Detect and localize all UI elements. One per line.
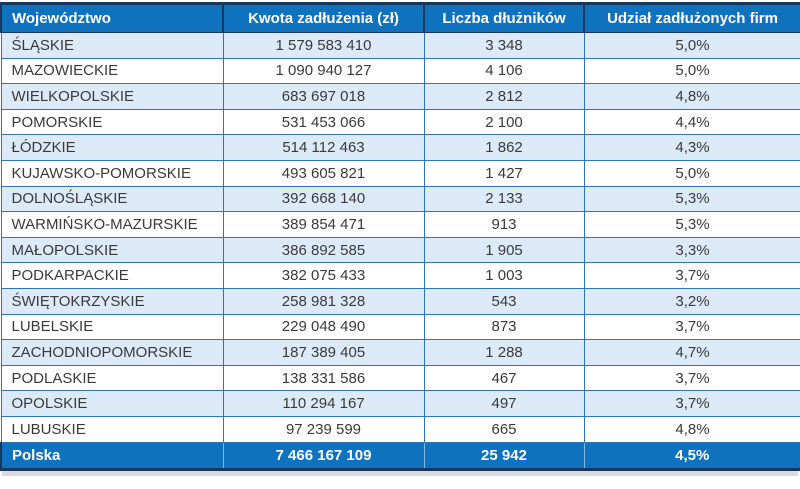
voivodeship-name: PODKARPACKIE	[0, 262, 224, 289]
share-percent: 4,8%	[583, 83, 800, 110]
table-row: PODKARPACKIE 382 075 433 1 003 3,7%	[0, 262, 800, 289]
debtor-count: 543	[423, 287, 585, 315]
footer-row: Polska 7 466 167 109 25 942 4,5%	[0, 441, 800, 471]
share-percent: 4,4%	[583, 108, 800, 136]
debtor-count: 1 427	[423, 159, 585, 187]
table-row: POMORSKIE 531 453 066 2 100 4,4%	[0, 108, 800, 136]
debtor-count: 2 100	[423, 108, 585, 136]
debt-amount: 382 075 433	[222, 262, 425, 289]
voivodeship-name: KUJAWSKO-POMORSKIE	[0, 159, 224, 187]
table-row: ŁÓDZKIE 514 112 463 1 862 4,3%	[0, 134, 800, 161]
column-header-debt-amount: Kwota zadłużenia (zł)	[222, 3, 425, 33]
header-row: Województwo Kwota zadłużenia (zł) Liczba d…	[0, 3, 800, 33]
column-header-share-percent: Udział zadłużonych firm	[583, 3, 800, 33]
table-row: MAZOWIECKIE 1 090 940 127 4 106 5,0%	[0, 57, 800, 85]
table-footer: Polska 7 466 167 109 25 942 4,5%	[0, 441, 800, 471]
debtor-count: 873	[423, 313, 585, 341]
debtor-count: 1 905	[423, 236, 585, 264]
share-percent: 3,2%	[583, 287, 800, 315]
table-row: ŚWIĘTOKRZYSKIE 258 981 328 543 3,2%	[0, 287, 800, 315]
debt-amount: 514 112 463	[222, 134, 425, 161]
debt-by-voivodeship-table: Województwo Kwota zadłużenia (zł) Liczba d…	[0, 2, 800, 471]
voivodeship-name: WIELKOPOLSKIE	[0, 83, 224, 110]
voivodeship-name: ZACHODNIOPOMORSKIE	[0, 339, 224, 366]
debtor-count: 2 133	[423, 185, 585, 213]
table-row: LUBELSKIE 229 048 490 873 3,7%	[0, 313, 800, 341]
debtor-count: 1 003	[423, 262, 585, 289]
debt-amount: 386 892 585	[222, 236, 425, 264]
share-percent: 3,3%	[583, 236, 800, 264]
share-percent: 5,0%	[583, 32, 800, 59]
table-row: DOLNOŚLĄSKIE 392 668 140 2 133 5,3%	[0, 185, 800, 213]
share-percent: 5,3%	[583, 211, 800, 238]
table-row: OPOLSKIE 110 294 167 497 3,7%	[0, 390, 800, 417]
voivodeship-name: MAŁOPOLSKIE	[0, 236, 224, 264]
debt-amount: 138 331 586	[222, 364, 425, 392]
table-row: ZACHODNIOPOMORSKIE 187 389 405 1 288 4,7%	[0, 339, 800, 366]
column-header-debtor-count: Liczba dłużników	[423, 3, 585, 33]
voivodeship-name: LUBELSKIE	[0, 313, 224, 341]
table-row: ŚLĄSKIE 1 579 583 410 3 348 5,0%	[0, 32, 800, 59]
table-bottom-shadow	[2, 470, 798, 476]
voivodeship-name: POMORSKIE	[0, 108, 224, 136]
voivodeship-name: ŚLĄSKIE	[0, 32, 224, 59]
debt-amount: 493 605 821	[222, 159, 425, 187]
voivodeship-name: ŚWIĘTOKRZYSKIE	[0, 287, 224, 315]
column-header-voivodeship-name: Województwo	[0, 3, 224, 33]
debtor-count: 4 106	[423, 57, 585, 85]
debtor-count: 665	[423, 415, 585, 443]
share-percent: 3,7%	[583, 390, 800, 417]
table-row: PODLASKIE 138 331 586 467 3,7%	[0, 364, 800, 392]
debtor-count: 2 812	[423, 83, 585, 110]
table-row: MAŁOPOLSKIE 386 892 585 1 905 3,3%	[0, 236, 800, 264]
voivodeship-name: WARMIŃSKO-MAZURSKIE	[0, 211, 224, 238]
voivodeship-name: PODLASKIE	[0, 364, 224, 392]
voivodeship-name: MAZOWIECKIE	[0, 57, 224, 85]
voivodeship-name: OPOLSKIE	[0, 390, 224, 417]
table-row: WIELKOPOLSKIE 683 697 018 2 812 4,8%	[0, 83, 800, 110]
debt-amount: 531 453 066	[222, 108, 425, 136]
debt-amount: 258 981 328	[222, 287, 425, 315]
debtor-count: 497	[423, 390, 585, 417]
debt-amount: 97 239 599	[222, 415, 425, 443]
debt-amount: 1 090 940 127	[222, 57, 425, 85]
share-percent: 5,0%	[583, 159, 800, 187]
total-share-percent: 4,5%	[583, 441, 800, 471]
debt-table-page: Województwo Kwota zadłużenia (zł) Liczba d…	[0, 2, 800, 476]
debt-amount: 392 668 140	[222, 185, 425, 213]
table-row: LUBUSKIE 97 239 599 665 4,8%	[0, 415, 800, 443]
share-percent: 4,7%	[583, 339, 800, 366]
share-percent: 4,8%	[583, 415, 800, 443]
debtor-count: 913	[423, 211, 585, 238]
debtor-count: 467	[423, 364, 585, 392]
share-percent: 3,7%	[583, 364, 800, 392]
table-row: WARMIŃSKO-MAZURSKIE 389 854 471 913 5,3%	[0, 211, 800, 238]
debt-amount: 683 697 018	[222, 83, 425, 110]
share-percent: 3,7%	[583, 262, 800, 289]
share-percent: 3,7%	[583, 313, 800, 341]
total-voivodeship-name: Polska	[0, 441, 224, 471]
debt-amount: 1 579 583 410	[222, 32, 425, 59]
share-percent: 5,0%	[583, 57, 800, 85]
debt-amount: 389 854 471	[222, 211, 425, 238]
voivodeship-name: DOLNOŚLĄSKIE	[0, 185, 224, 213]
debtor-count: 3 348	[423, 32, 585, 59]
debt-amount: 110 294 167	[222, 390, 425, 417]
debtor-count: 1 288	[423, 339, 585, 366]
table-row: KUJAWSKO-POMORSKIE 493 605 821 1 427 5,0%	[0, 159, 800, 187]
table-body: ŚLĄSKIE 1 579 583 410 3 348 5,0% MAZOWIECKIE…	[0, 32, 800, 443]
debtor-count: 1 862	[423, 134, 585, 161]
share-percent: 5,3%	[583, 185, 800, 213]
share-percent: 4,3%	[583, 134, 800, 161]
voivodeship-name: ŁÓDZKIE	[0, 134, 224, 161]
debt-amount: 229 048 490	[222, 313, 425, 341]
table-header: Województwo Kwota zadłużenia (zł) Liczba d…	[0, 3, 800, 33]
voivodeship-name: LUBUSKIE	[0, 415, 224, 443]
debt-amount: 187 389 405	[222, 339, 425, 366]
total-debt-amount: 7 466 167 109	[222, 441, 425, 471]
total-debtor-count: 25 942	[423, 441, 585, 471]
